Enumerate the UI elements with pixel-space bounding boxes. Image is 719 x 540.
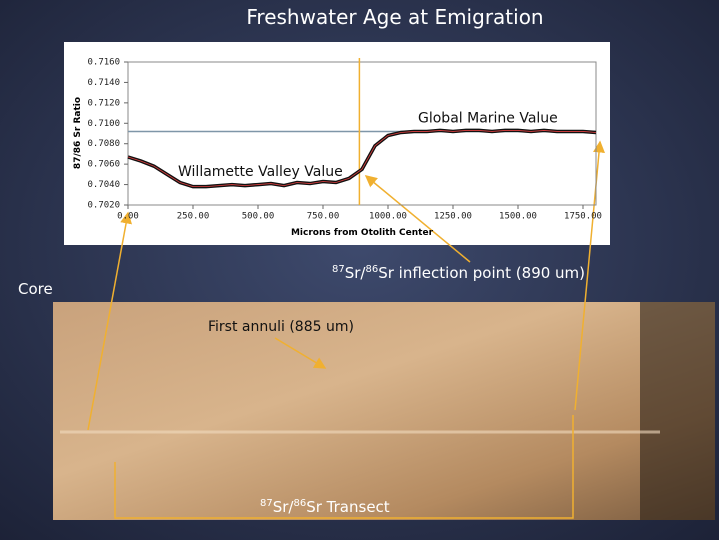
y-tick-label: 0.7040 xyxy=(87,180,120,190)
x-tick-label: 0.00 xyxy=(117,212,139,222)
core-arrow xyxy=(87,211,132,431)
y-tick-label: 0.7120 xyxy=(87,98,120,108)
text: Sr Transect xyxy=(306,498,390,516)
sup: 87 xyxy=(332,264,345,275)
y-tick-label: 0.7160 xyxy=(87,58,120,68)
chart: 87/86 Sr Ratio Microns from Otolith Cent… xyxy=(73,58,602,239)
x-tick-label: 500.00 xyxy=(242,212,275,222)
chart-frame xyxy=(64,42,610,245)
inflection-arrow xyxy=(364,175,471,263)
sup: 86 xyxy=(293,498,306,509)
y-tick-label: 0.7140 xyxy=(87,78,120,88)
x-tick-label: 1250.00 xyxy=(434,212,472,222)
text: Sr inflection point (890 um) xyxy=(378,264,585,282)
plot-area xyxy=(127,61,597,206)
x-tick-label: 1750.00 xyxy=(564,212,602,222)
otolith-photo xyxy=(53,302,715,520)
reference-label: Global Marine Value xyxy=(418,110,558,126)
core-label: Core xyxy=(18,280,53,298)
data-line-overlay xyxy=(127,130,597,188)
sup: 87 xyxy=(260,498,273,509)
y-tick-label: 0.7080 xyxy=(87,139,120,149)
y-tick-label: 0.7020 xyxy=(87,201,120,211)
text: Sr/ xyxy=(273,498,295,516)
transect-label: 87Sr/86Sr Transect xyxy=(260,498,390,516)
x-tick-label: 250.00 xyxy=(177,212,210,222)
annuli-label: First annuli (885 um) xyxy=(208,319,354,335)
text: Sr/ xyxy=(345,264,367,282)
slide-title: Freshwater Age at Emigration xyxy=(246,5,543,29)
y-tick-label: 0.7100 xyxy=(87,119,120,129)
sup: 86 xyxy=(365,264,378,275)
y-tick-label: 0.7060 xyxy=(87,160,120,170)
annuli-arrow xyxy=(274,337,327,369)
x-axis-label: Microns from Otolith Center xyxy=(291,228,434,238)
photo-edge xyxy=(640,302,715,520)
x-tick-label: 1000.00 xyxy=(369,212,407,222)
x-tick-label: 1500.00 xyxy=(499,212,537,222)
x-tick-label: 750.00 xyxy=(307,212,340,222)
y-axis-label: 87/86 Sr Ratio xyxy=(73,97,83,169)
inflection-label: 87Sr/86Sr inflection point (890 um) xyxy=(332,264,585,282)
transect-bracket xyxy=(114,415,574,519)
series-annotation: Willamette Valley Value xyxy=(178,164,343,180)
